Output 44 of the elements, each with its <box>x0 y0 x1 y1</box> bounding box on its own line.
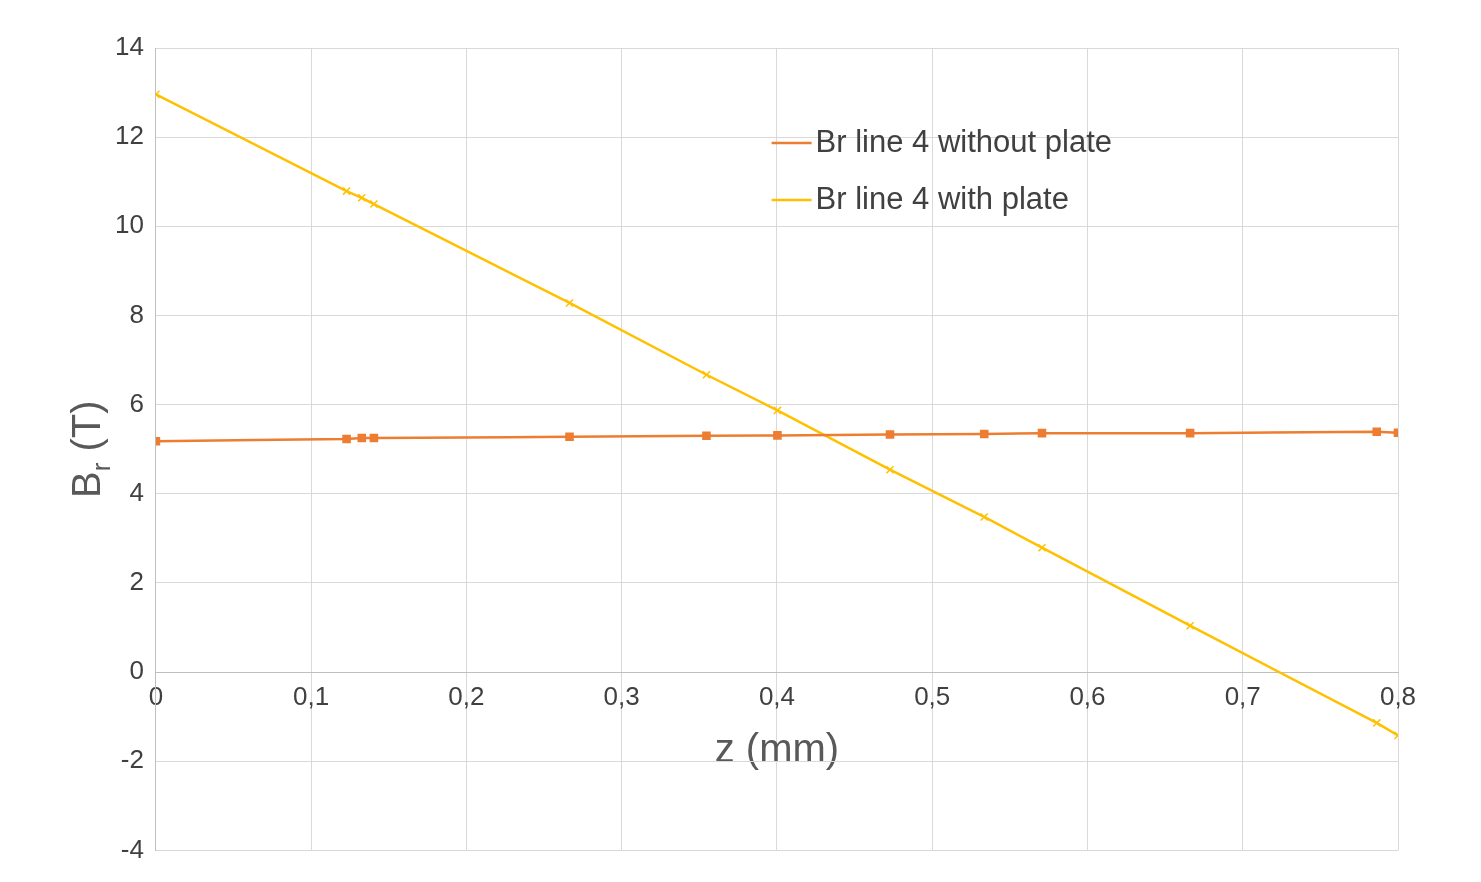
legend-label: Br line 4 without plate <box>815 123 1113 159</box>
x-tick-label: 0,7 <box>1224 680 1261 711</box>
point <box>773 406 782 415</box>
y-tick-label: 4 <box>129 476 144 507</box>
y-tick-label: 10 <box>115 209 144 240</box>
x-tick-label: 0,2 <box>448 680 485 711</box>
point <box>1185 621 1195 631</box>
point <box>702 370 711 380</box>
point <box>565 298 574 308</box>
x-tick-label: 0,6 <box>1069 680 1106 711</box>
point <box>357 193 367 203</box>
x-tick-label: 0,1 <box>293 680 330 711</box>
point <box>369 199 379 209</box>
point <box>979 512 989 522</box>
x-tick-label: 0,3 <box>603 680 640 711</box>
point <box>369 433 379 443</box>
point <box>1372 427 1382 437</box>
point <box>1185 428 1195 438</box>
y-tick-label: 14 <box>115 31 144 62</box>
y-tick-label: 8 <box>129 298 144 329</box>
y-tick-label: -4 <box>120 833 144 864</box>
point <box>1037 428 1047 438</box>
x-tick-label: 0 <box>148 680 164 711</box>
point <box>773 431 782 440</box>
y-tick-label: -2 <box>120 744 144 775</box>
y-tick-label: 2 <box>129 566 144 597</box>
point <box>979 429 989 439</box>
y-axis-title: Br (T) <box>64 400 116 498</box>
point <box>885 430 895 439</box>
point <box>342 434 351 444</box>
x-tick-label: 0,8 <box>1379 680 1417 711</box>
point <box>885 465 895 474</box>
x-tick-label: 0,5 <box>914 680 951 711</box>
point <box>342 186 351 196</box>
y-tick-label: 6 <box>129 387 144 418</box>
point <box>357 433 367 443</box>
y-tick-label: 0 <box>129 655 144 686</box>
point <box>1037 543 1047 552</box>
x-tick-label: 0,4 <box>758 680 796 711</box>
point <box>1372 718 1382 728</box>
point <box>702 431 711 441</box>
point <box>565 432 574 441</box>
legend-label: Br line 4 with plate <box>815 180 1069 216</box>
y-tick-label: 12 <box>115 120 144 151</box>
